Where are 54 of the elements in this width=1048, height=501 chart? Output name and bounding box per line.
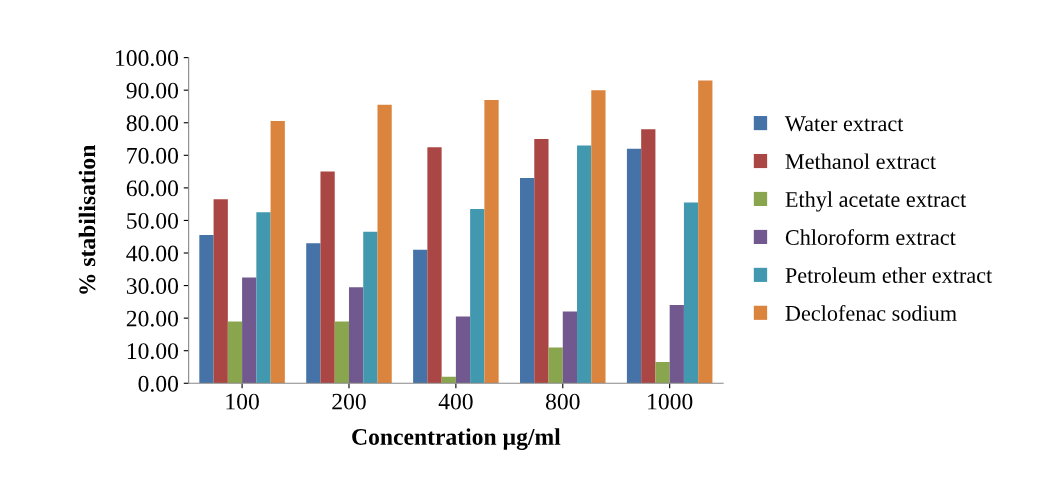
y-tick-label: 50.00: [127, 212, 179, 229]
legend-label: Methanol extract: [785, 153, 936, 170]
bar: [427, 147, 442, 384]
y-tick-label: 60.00: [126, 180, 179, 197]
legend-label: Declofenac sodium: [785, 305, 957, 321]
bar: [591, 90, 606, 384]
bar: [306, 243, 321, 384]
legend-label: Chloroform extract: [785, 229, 956, 245]
x-tick-label: 1000: [648, 393, 693, 410]
x-tick-label: 800: [545, 393, 580, 410]
bar: [377, 104, 392, 384]
y-tick-label: 30.00: [126, 278, 179, 295]
y-tick-label: 20.00: [126, 310, 179, 327]
legend-label: Water extract: [784, 116, 904, 132]
bar: [320, 171, 335, 384]
bar: [683, 202, 699, 384]
bar: [363, 231, 378, 384]
bar: [199, 235, 214, 384]
bar: [334, 321, 349, 384]
bar: [242, 277, 257, 384]
bar: [455, 316, 471, 384]
bar: [669, 305, 684, 384]
legend-label: Petroleum ether extract: [785, 267, 993, 283]
bar: [213, 199, 228, 384]
y-tick-label: 80.00: [126, 115, 179, 132]
x-axis-title: Concentration µg/ml: [352, 428, 561, 450]
bar: [641, 129, 656, 384]
bar: [441, 376, 456, 384]
bar: [626, 148, 642, 384]
bar: [348, 287, 364, 384]
bar: [270, 121, 285, 384]
bar: [520, 178, 535, 384]
bar: [484, 99, 499, 384]
x-tick-label: 100: [226, 393, 259, 410]
bar: [256, 212, 271, 384]
y-tick-label: 90.00: [126, 82, 179, 99]
y-tick-label: 10.00: [127, 343, 179, 360]
bar: [577, 145, 592, 384]
y-tick-label: 70.00: [127, 147, 179, 164]
bar: [698, 80, 713, 384]
bar: [562, 311, 578, 384]
bar: [227, 321, 243, 384]
x-tick-label: 200: [332, 393, 366, 410]
bar: [413, 249, 428, 384]
x-tick-label: 400: [438, 393, 473, 410]
y-tick-label: 100.00: [116, 50, 179, 67]
bar: [534, 139, 549, 384]
bar: [655, 362, 670, 384]
bar: [470, 209, 485, 384]
legend-label: Ethyl acetate extract: [785, 191, 967, 212]
y-tick-label: 40.00: [126, 245, 179, 262]
y-axis-title: % stabilisation: [78, 145, 96, 294]
y-tick-label: 0.00: [138, 375, 179, 392]
bar: [548, 347, 563, 384]
